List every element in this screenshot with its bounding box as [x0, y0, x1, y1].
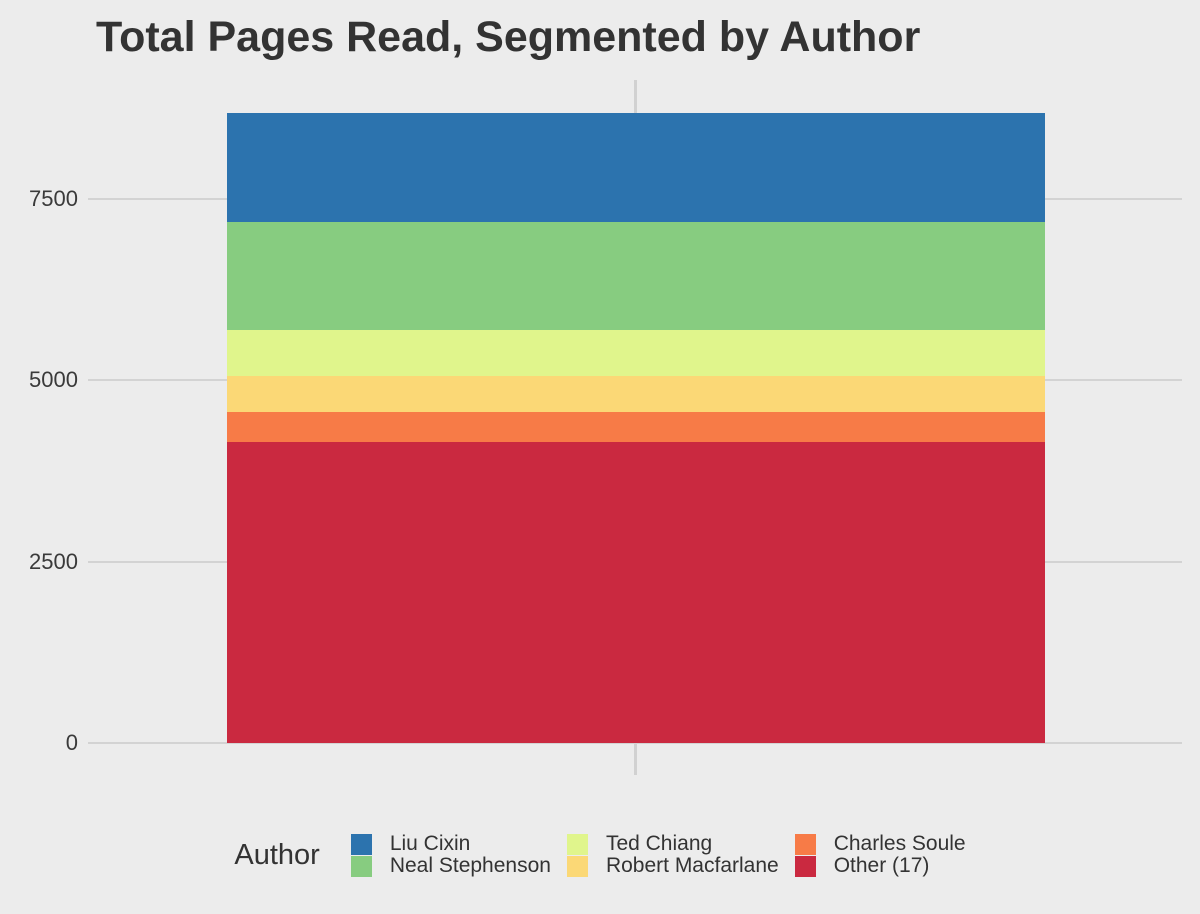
legend-entries: Liu Cixin Neal Stephenson Ted Chiang Robert…: [335, 832, 966, 877]
legend-swatch-neal-stephenson: [350, 855, 372, 877]
chart-title: Total Pages Read, Segmented by Author: [96, 13, 921, 61]
bar-segment-robert-macfarlane: [227, 376, 1045, 413]
legend-label-liu-cixin: Liu Cixin: [389, 832, 471, 855]
bar-segment-charles-soule: [227, 412, 1045, 443]
legend-column: Liu Cixin Neal Stephenson: [350, 832, 551, 877]
legend-column: Ted Chiang Robert Macfarlane: [566, 832, 779, 877]
y-tick-label-7500: 7500: [29, 186, 78, 212]
y-gridline-0: [88, 741, 1182, 744]
legend-item-other-17: Other (17): [794, 854, 966, 877]
y-tick-label-5000: 5000: [29, 367, 78, 393]
bar-segment-other-17: [227, 442, 1045, 743]
stacked-bar: [227, 112, 1045, 743]
legend-item-liu-cixin: Liu Cixin: [350, 832, 551, 855]
bar-segment-ted-chiang: [227, 329, 1045, 377]
legend-swatch-other-17: [794, 855, 816, 877]
legend-label-other-17: Other (17): [833, 854, 930, 877]
legend-item-charles-soule: Charles Soule: [794, 832, 966, 855]
legend-item-robert-macfarlane: Robert Macfarlane: [566, 854, 779, 877]
legend-swatch-liu-cixin: [350, 833, 372, 855]
legend-label-ted-chiang: Ted Chiang: [605, 832, 713, 855]
y-tick-label-2500: 2500: [29, 548, 78, 574]
legend-label-charles-soule: Charles Soule: [833, 832, 966, 855]
legend-column: Charles Soule Other (17): [794, 832, 966, 877]
legend-swatch-robert-macfarlane: [566, 855, 588, 877]
legend-label-robert-macfarlane: Robert Macfarlane: [605, 854, 779, 877]
legend-swatch-ted-chiang: [566, 833, 588, 855]
bar-segment-liu-cixin: [227, 112, 1045, 223]
legend-title: Author: [234, 838, 320, 871]
y-tick-label-0: 0: [65, 729, 78, 755]
legend-label-neal-stephenson: Neal Stephenson: [389, 854, 551, 877]
legend-item-neal-stephenson: Neal Stephenson: [350, 854, 551, 877]
legend: Author Liu Cixin Neal Stephenson Ted Chian…: [0, 822, 1200, 888]
bar-segment-neal-stephenson: [227, 222, 1045, 330]
legend-item-ted-chiang: Ted Chiang: [566, 832, 779, 855]
legend-swatch-charles-soule: [794, 833, 816, 855]
